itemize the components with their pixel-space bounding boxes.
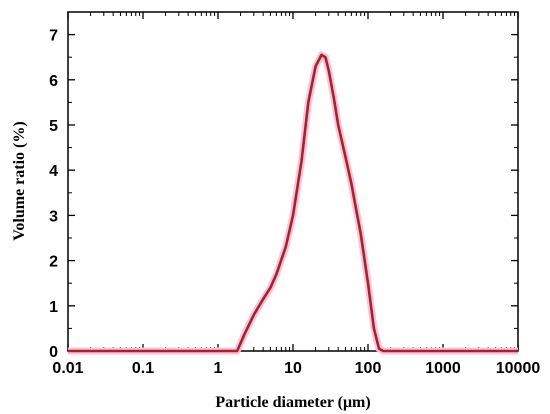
y-tick-label: 4 <box>49 163 58 180</box>
x-tick-label: 0.1 <box>132 360 154 377</box>
series-halo <box>68 51 518 355</box>
y-tick-label: 1 <box>49 299 58 316</box>
y-tick-label: 0 <box>49 344 58 361</box>
x-tick-label: 10000 <box>496 360 541 377</box>
y-tick-label: 2 <box>49 254 58 271</box>
x-tick-label: 0.01 <box>52 360 83 377</box>
plot-frame <box>67 11 519 352</box>
y-tick-label: 5 <box>49 118 58 135</box>
x-tick-label: 1000 <box>425 360 461 377</box>
x-tick-label: 1 <box>214 360 223 377</box>
y-tick-label: 7 <box>49 28 58 45</box>
x-axis-title: Particle diameter (μm) <box>215 394 370 411</box>
y-tick-label: 3 <box>49 208 58 225</box>
series-line <box>68 53 518 353</box>
x-tick-label: 10 <box>284 360 302 377</box>
x-tick-label: 100 <box>355 360 382 377</box>
series-group <box>68 51 518 355</box>
tick-marks <box>67 11 519 352</box>
y-tick-labels: 0 1 2 3 4 5 6 7 <box>49 28 58 361</box>
y-axis-title: Volume ratio (%) <box>11 121 28 240</box>
y-tick-label: 6 <box>49 73 58 90</box>
x-tick-labels: 0.01 0.1 1 10 100 1000 10000 <box>52 360 540 377</box>
